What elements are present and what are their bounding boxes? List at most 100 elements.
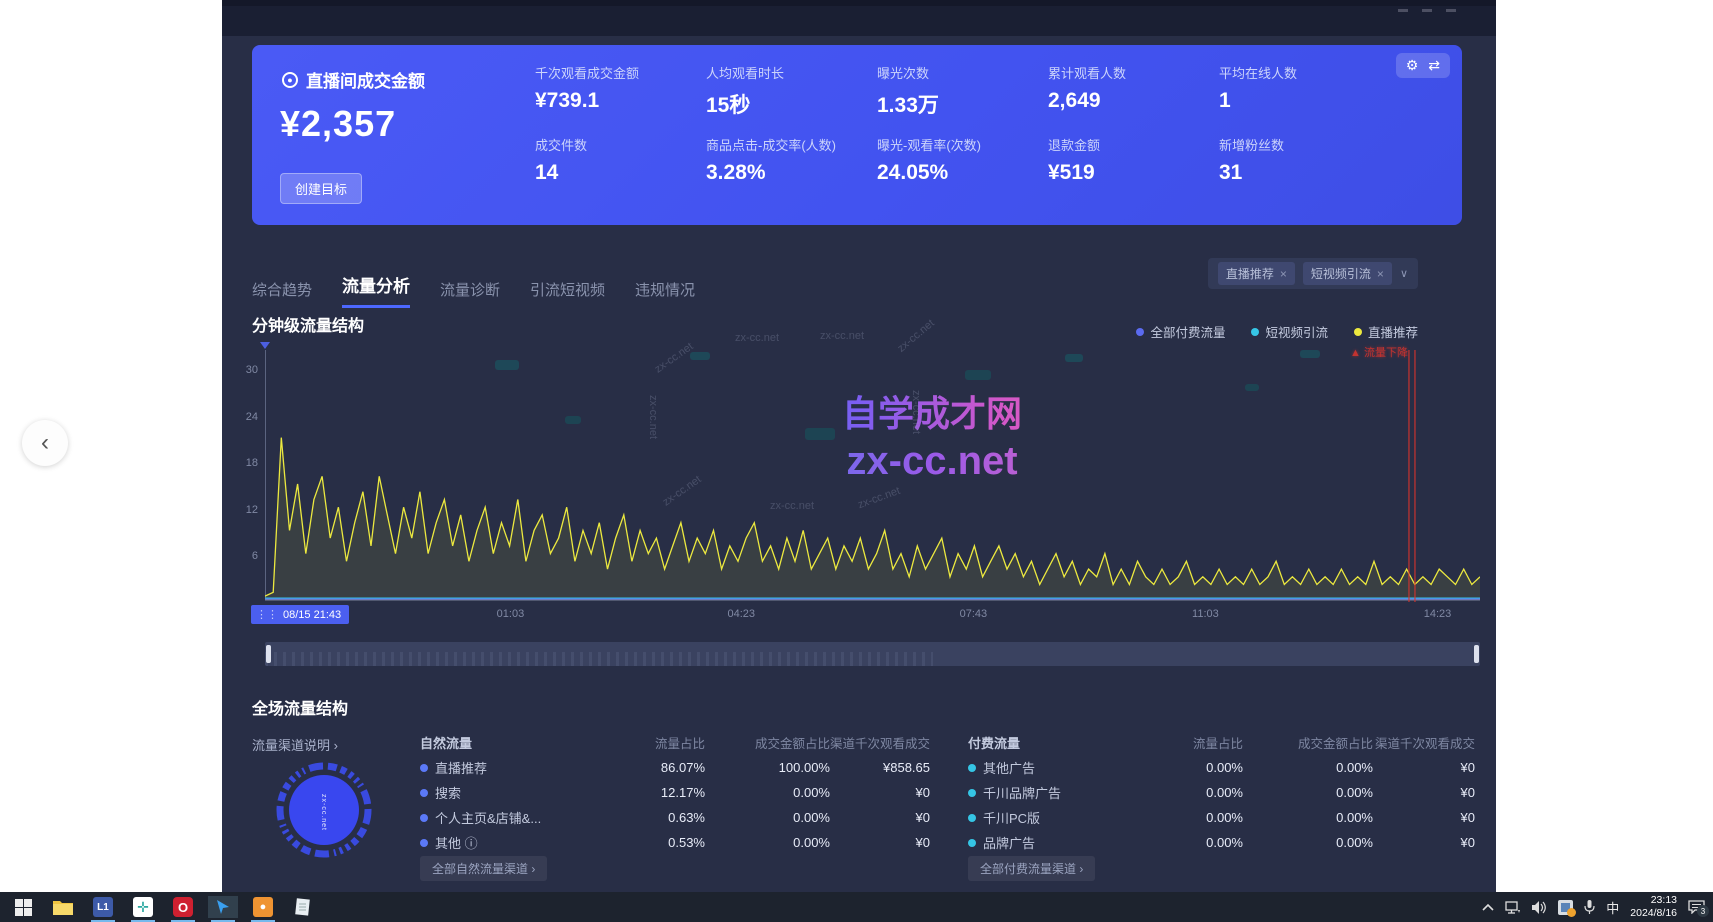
notification-center-icon[interactable]: 3 — [1688, 900, 1709, 917]
legend-short-video[interactable]: 短视频引流 — [1251, 322, 1328, 341]
grip-icon: ⋮⋮ — [256, 609, 278, 621]
row-dot — [968, 788, 976, 797]
minute-traffic-chart[interactable]: 30 24 18 12 6 — [246, 342, 1480, 603]
tray-clock[interactable]: 23:13 2024/8/16 — [1630, 893, 1677, 919]
natural-traffic-table: 自然流量 流量占比 成交金额占比 渠道千次观看成交 直播推荐 86.07% 10… — [420, 730, 930, 855]
legend-dot — [1251, 327, 1260, 336]
legend-live-recommend[interactable]: 直播推荐 — [1353, 322, 1418, 341]
metric-cell: 人均观看时长 15秒 — [706, 66, 785, 117]
tab-violations[interactable]: 违规情况 — [635, 282, 696, 299]
artifact-blob — [1300, 350, 1320, 358]
table-row[interactable]: 千川PC版 0.00% 0.00% ¥0 — [968, 805, 1475, 830]
chevron-down-icon: ∨ — [1399, 268, 1408, 280]
row-dot — [420, 763, 428, 772]
channel-filter-select[interactable]: 直播推荐 × 短视频引流 × ∨ — [1207, 258, 1418, 289]
app-teal-icon[interactable]: ✛ — [128, 896, 158, 922]
scrubber-left-handle[interactable] — [266, 645, 271, 663]
metric-cell: 曝光次数 1.33万 — [877, 66, 939, 117]
table-row[interactable]: 搜索 12.17% 0.00% ¥0 — [420, 780, 930, 805]
table-row[interactable]: 个人主页&店铺&... 0.63% 0.00% ¥0 — [420, 805, 930, 830]
table-row[interactable]: 品牌广告 0.00% 0.00% ¥0 — [968, 830, 1475, 855]
start-button[interactable] — [8, 896, 38, 918]
artifact-blob — [965, 370, 991, 380]
channel-help-link[interactable]: 流量渠道说明 › — [252, 738, 338, 753]
group-label: 自然流量 — [420, 736, 473, 751]
file-explorer-icon[interactable] — [48, 896, 78, 918]
card-toolbar: ⚙ ⇄ — [1395, 53, 1450, 78]
window-controls[interactable] — [1398, 9, 1456, 12]
microphone-icon[interactable] — [1584, 899, 1595, 915]
notepad-icon[interactable] — [288, 896, 318, 918]
tray-app-icon[interactable] — [1558, 899, 1577, 917]
x-tick: 11:03 — [1192, 608, 1219, 620]
row-dot — [420, 813, 428, 822]
y-tick: 12 — [245, 504, 258, 516]
y-tick: 18 — [245, 457, 258, 469]
traffic-donut-chart[interactable]: zx-cc.net — [274, 760, 374, 860]
x-tick: 14:23 — [1423, 608, 1452, 620]
metric-cell: 成交件数 14 — [535, 138, 588, 184]
scrubber-right-handle[interactable] — [1474, 645, 1479, 663]
donut-watermark: zx-cc.net — [320, 794, 327, 832]
legend-paid-traffic[interactable]: 全部付费流量 — [1136, 322, 1225, 341]
gmv-label: 直播间成交金额 — [306, 72, 425, 91]
create-goal-button[interactable]: 创建目标 — [280, 173, 363, 204]
tab-short-video[interactable]: 引流短视频 — [530, 282, 606, 299]
settings-gear-icon[interactable]: ⚙ — [1405, 57, 1419, 73]
artifact-blob — [495, 360, 519, 370]
tray-expand-chevron-icon[interactable] — [1482, 903, 1494, 911]
filter-chip-short-video[interactable]: 短视频引流 × — [1302, 262, 1392, 285]
y-tick: 6 — [251, 550, 258, 562]
analysis-tabs: 综合趋势 流量分析 流量诊断 引流短视频 违规情况 — [252, 272, 695, 308]
volume-icon[interactable] — [1532, 900, 1547, 914]
swap-metrics-icon[interactable]: ⇄ — [1428, 57, 1440, 73]
traffic-drop-alert[interactable]: ▲ 流量下降 — [1350, 347, 1408, 359]
row-dot — [968, 763, 976, 772]
tab-traffic-diagnosis[interactable]: 流量诊断 — [440, 282, 501, 299]
target-icon: ● — [282, 71, 298, 88]
chip-close-icon[interactable]: × — [1279, 266, 1287, 281]
input-method-indicator[interactable]: 中 — [1606, 900, 1620, 916]
network-icon[interactable] — [1505, 900, 1521, 914]
app-orange-icon[interactable]: ● — [248, 896, 278, 922]
chart-range-scrubber[interactable] — [265, 642, 1480, 666]
chart-legend: 全部付费流量 短视频引流 直播推荐 — [1136, 322, 1418, 341]
metric-cell: 平均在线人数 1 — [1219, 66, 1298, 112]
x-tick: 01:03 — [496, 608, 525, 620]
artifact-blob — [805, 428, 835, 440]
table-row[interactable]: 直播推荐 86.07% 100.00% ¥858.65 — [420, 755, 930, 780]
table-row[interactable]: 千川品牌广告 0.00% 0.00% ¥0 — [968, 780, 1475, 805]
time-cursor-label[interactable]: ⋮⋮ 08/15 21:43 — [251, 605, 350, 624]
window-title-bar — [222, 0, 1496, 36]
row-dot — [420, 838, 428, 847]
metric-cell: 新增粉丝数 31 — [1219, 138, 1285, 184]
table-row[interactable]: 其他广告 0.00% 0.00% ¥0 — [968, 755, 1475, 780]
artifact-blob — [690, 352, 710, 360]
app-l1-icon[interactable]: L1 — [88, 896, 118, 922]
table-row[interactable]: 其他 ⓘ 0.53% 0.00% ¥0 — [420, 830, 930, 855]
chip-close-icon[interactable]: × — [1376, 266, 1384, 281]
legend-dot — [1136, 327, 1145, 336]
y-tick: 24 — [245, 411, 258, 423]
tab-overall-trend[interactable]: 综合趋势 — [252, 282, 313, 299]
metric-cell: 曝光-观看率(次数) 24.05% — [877, 138, 981, 184]
legend-dot — [1353, 327, 1362, 336]
minute-section-title: 分钟级流量结构 — [252, 318, 365, 335]
metric-cell: 千次观看成交金额 ¥739.1 — [535, 66, 640, 112]
notification-badge: 3 — [1697, 905, 1709, 917]
paid-traffic-table: 付费流量 流量占比 成交金额占比 渠道千次观看成交 其他广告 0.00% 0.0… — [968, 730, 1475, 855]
all-natural-channels-link[interactable]: 全部自然流量渠道 › — [420, 856, 548, 881]
x-tick: 04:23 — [727, 608, 756, 620]
browser-red-icon[interactable]: O — [168, 896, 198, 922]
pointer-app-icon[interactable] — [208, 896, 238, 922]
all-paid-channels-link[interactable]: 全部付费流量渠道 › — [968, 856, 1096, 881]
overall-section-title: 全场流量结构 — [252, 701, 349, 718]
x-tick: 07:43 — [959, 608, 988, 620]
previous-image-button[interactable]: ‹ — [22, 420, 68, 466]
row-dot — [968, 813, 976, 822]
gmv-summary-card: ● 直播间成交金额 ¥2,357 创建目标 ⚙ ⇄ 千次观看成交金额 ¥739.… — [252, 45, 1462, 225]
line-chart-canvas[interactable] — [265, 350, 1480, 603]
tab-traffic-analysis[interactable]: 流量分析 — [342, 272, 411, 308]
metric-cell: 商品点击-成交率(人数) 3.28% — [706, 138, 836, 184]
filter-chip-live-recommend[interactable]: 直播推荐 × — [1217, 262, 1295, 285]
